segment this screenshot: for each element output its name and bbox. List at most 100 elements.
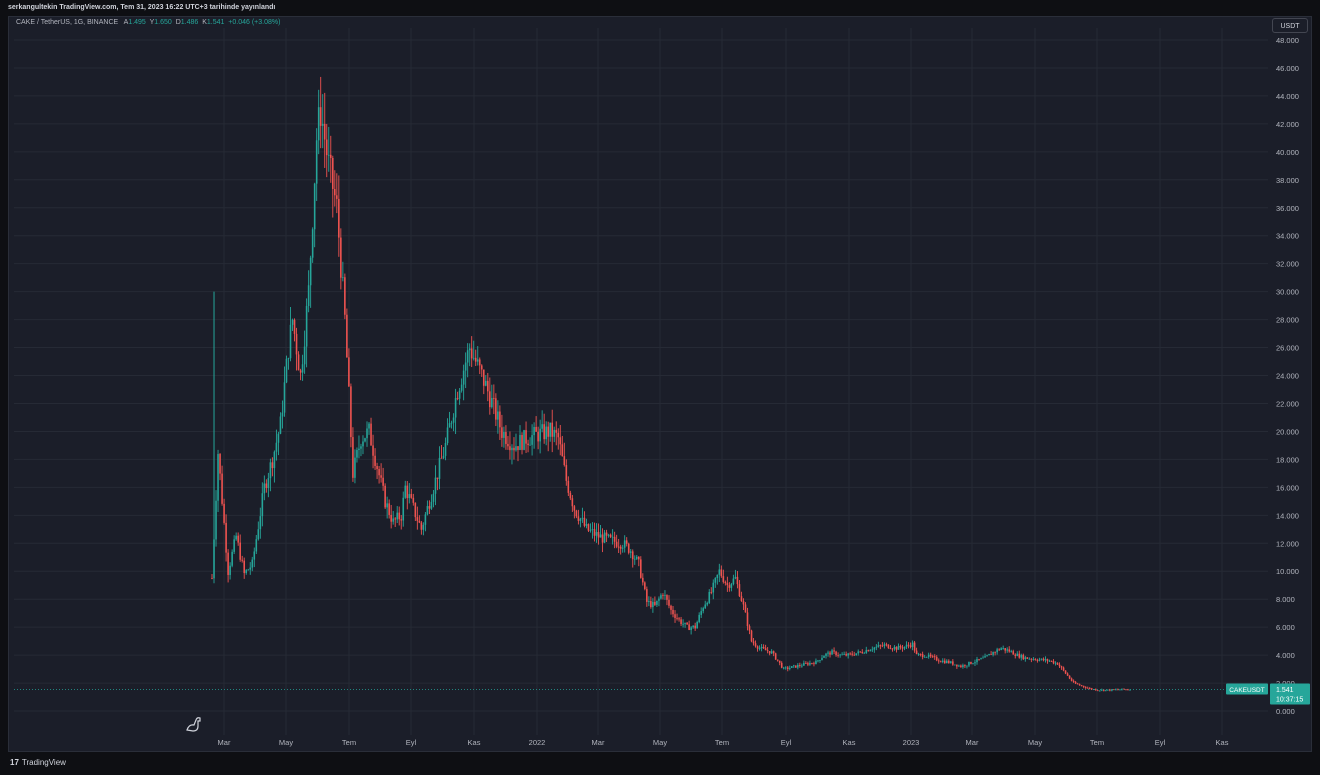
candle-body	[354, 457, 356, 478]
candle-body	[784, 667, 787, 669]
candle-body	[1060, 666, 1063, 668]
candle-body	[817, 660, 819, 662]
candle-body	[315, 140, 318, 184]
candle-body	[358, 448, 360, 451]
y-tick-label: 36.000	[1276, 204, 1299, 213]
candle-body	[704, 604, 707, 609]
candle-body	[283, 382, 286, 413]
currency-button[interactable]: USDT	[1272, 18, 1308, 33]
candle-body	[660, 595, 662, 599]
candle-body	[640, 559, 642, 578]
candle-body	[823, 655, 825, 658]
candle-body	[686, 622, 688, 625]
candle-body	[581, 517, 584, 519]
candle-body	[950, 661, 952, 663]
candle-body	[412, 497, 415, 503]
candle-body	[927, 654, 930, 657]
price-tag-value: 1.541	[1276, 687, 1294, 694]
candle-body	[664, 595, 666, 596]
candle-body	[738, 584, 741, 597]
candle-body	[748, 626, 751, 631]
candle-body	[323, 123, 326, 140]
candle-body	[797, 664, 799, 668]
candle-body	[891, 648, 894, 650]
candle-body	[935, 657, 938, 661]
y-tick-label: 24.000	[1276, 372, 1299, 381]
candle-body	[338, 198, 340, 238]
candle-body	[410, 494, 413, 498]
price-chart[interactable]: 0.0002.0004.0006.0008.00010.00012.00014.…	[0, 0, 1320, 752]
candle-body	[482, 369, 485, 386]
y-tick-label: 46.000	[1276, 64, 1299, 73]
candle-body	[368, 423, 370, 429]
candle-body	[615, 541, 618, 547]
candle-body	[344, 277, 346, 315]
candle-body	[696, 621, 698, 629]
candle-body	[625, 540, 628, 544]
candle-body	[587, 524, 590, 531]
candle-body	[623, 540, 626, 548]
candle-body	[360, 446, 362, 449]
y-tick-label: 0.000	[1276, 707, 1295, 716]
candle-body	[265, 483, 268, 489]
candle-body	[984, 656, 986, 658]
candle-body	[364, 438, 366, 442]
candle-body	[499, 411, 501, 428]
candle-body	[885, 644, 888, 646]
candle-body	[1000, 648, 1002, 651]
candle-body	[255, 539, 258, 552]
tradingview-brand[interactable]: TradingView	[21, 758, 66, 767]
candle-body	[259, 516, 262, 530]
candlestick-series	[211, 76, 1131, 692]
candle-body	[1092, 689, 1095, 691]
legend-open: 1.495	[128, 19, 146, 26]
candle-body	[476, 359, 479, 362]
tradingview-logo-icon[interactable]: 17	[10, 758, 19, 767]
symbol-legend[interactable]: CAKE / TetherUS, 1G, BINANCE A1.495 Y1.6…	[16, 19, 280, 26]
candle-body	[593, 529, 596, 536]
candle-body	[694, 625, 696, 629]
candle-body	[821, 657, 823, 661]
candle-body	[853, 654, 855, 656]
y-tick-label: 20.000	[1276, 427, 1299, 436]
candle-body	[790, 666, 793, 668]
candle-body	[847, 653, 849, 656]
candle-body	[760, 646, 763, 649]
y-tick-label: 12.000	[1276, 539, 1299, 548]
publish-note: serkangultekin TradingView.com, Tem 31, …	[0, 0, 1320, 16]
candle-body	[835, 651, 837, 656]
x-tick-label: Eyl	[1155, 738, 1166, 747]
candle-body	[652, 601, 654, 608]
candle-body	[613, 536, 616, 542]
candle-body	[275, 442, 278, 452]
candle-body	[1117, 689, 1119, 691]
candle-body	[470, 348, 473, 359]
candle-body	[495, 398, 497, 420]
candle-body	[827, 652, 829, 654]
candle-body	[1010, 651, 1013, 652]
candle-body	[231, 551, 233, 566]
candle-body	[277, 433, 280, 443]
candle-body	[342, 277, 344, 279]
candle-body	[879, 645, 882, 647]
grid	[14, 28, 1268, 735]
candle-body	[418, 520, 421, 523]
candle-body	[378, 469, 380, 476]
y-tick-label: 48.000	[1276, 36, 1299, 45]
candle-body	[720, 569, 723, 577]
candle-body	[905, 644, 908, 647]
candle-body	[474, 357, 477, 362]
candle-body	[646, 589, 648, 602]
candle-body	[261, 493, 264, 517]
candle-body	[698, 614, 700, 622]
x-tick-label: May	[653, 738, 667, 747]
candle-body	[384, 485, 386, 508]
candle-body	[863, 652, 866, 654]
candle-body	[1062, 667, 1065, 671]
candle-body	[958, 665, 960, 667]
candle-body	[980, 658, 982, 660]
candle-body	[635, 556, 638, 559]
candle-body	[329, 154, 332, 158]
candle-body	[875, 646, 878, 648]
candle-body	[227, 552, 229, 575]
